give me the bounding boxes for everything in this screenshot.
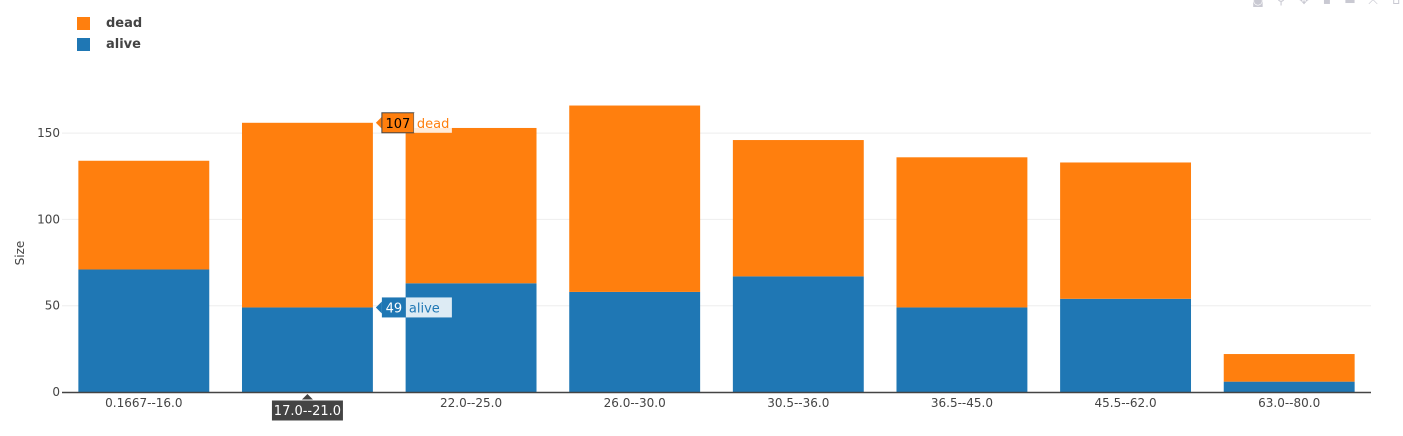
- y-axis-title: Size: [13, 241, 27, 266]
- legend-item-dead[interactable]: dead: [77, 13, 142, 34]
- x-tick-label: 63.0--80.0: [1258, 396, 1320, 410]
- hover-pointer-alive: [375, 301, 382, 314]
- modebar: ◙ ⚲ ✥ ▪ ▬ ⤧ ⌂: [1251, 0, 1403, 6]
- hover-name-bg-alive: [405, 297, 452, 318]
- x-tick-label: 45.5--62.0: [1095, 396, 1157, 410]
- bar-alive[interactable]: [1223, 381, 1355, 392]
- hover-name-dead: dead: [417, 117, 449, 132]
- hover-value-dead: 107: [385, 117, 410, 132]
- y-tick-label: 100: [37, 212, 60, 226]
- bar-alive[interactable]: [732, 276, 864, 392]
- bar-dead[interactable]: [896, 157, 1028, 308]
- hover-pointer-dead: [375, 116, 382, 129]
- bar-alive[interactable]: [569, 291, 701, 392]
- hover-name-bg-dead: [413, 112, 452, 133]
- bar-dead[interactable]: [241, 122, 373, 308]
- bar-dead[interactable]: [732, 140, 864, 277]
- x-tick-label: 26.0--30.0: [604, 396, 666, 410]
- bar-alive[interactable]: [1060, 298, 1192, 392]
- y-tick-label: 150: [37, 126, 60, 140]
- bar-alive[interactable]: [78, 269, 210, 392]
- legend-swatch-alive: [77, 38, 90, 51]
- camera-icon[interactable]: ◙: [1252, 0, 1264, 7]
- hover-x-pointer: [301, 394, 314, 400]
- zoom-icon[interactable]: ⚲: [1276, 0, 1286, 7]
- bar-alive[interactable]: [896, 307, 1028, 392]
- x-tick-label: 36.5--45.0: [931, 396, 993, 410]
- legend: dead alive: [77, 13, 142, 55]
- x-tick-label: 22.0--25.0: [440, 396, 502, 410]
- bar-dead[interactable]: [405, 127, 537, 284]
- hover-value-alive: 49: [386, 301, 403, 316]
- reset-axes-icon[interactable]: ⌂: [1392, 0, 1400, 7]
- hover-box-alive: [381, 297, 406, 318]
- y-tick-label: 0: [52, 385, 60, 399]
- pan-icon[interactable]: ✥: [1298, 0, 1310, 7]
- legend-swatch-dead: [77, 17, 90, 30]
- y-tick-label: 50: [45, 299, 60, 313]
- legend-label-dead: dead: [106, 16, 143, 31]
- bar-dead[interactable]: [1060, 162, 1192, 299]
- bar-alive[interactable]: [241, 307, 373, 392]
- hover-name-alive: alive: [409, 301, 440, 316]
- zoom-in-icon[interactable]: ▪: [1322, 0, 1332, 7]
- legend-item-alive[interactable]: alive: [77, 34, 142, 55]
- legend-label-alive: alive: [106, 37, 141, 52]
- bar-dead[interactable]: [78, 160, 210, 270]
- bar-dead[interactable]: [569, 105, 701, 292]
- x-tick-label: 0.1667--16.0: [105, 396, 182, 410]
- hover-x-label: 17.0--21.0: [274, 404, 341, 419]
- zoom-out-icon[interactable]: ▬: [1344, 0, 1356, 7]
- hover-x-box: [270, 399, 344, 422]
- bar-dead[interactable]: [1223, 354, 1355, 382]
- x-tick-label: 30.5--36.0: [767, 396, 829, 410]
- autoscale-icon[interactable]: ⤧: [1368, 0, 1378, 7]
